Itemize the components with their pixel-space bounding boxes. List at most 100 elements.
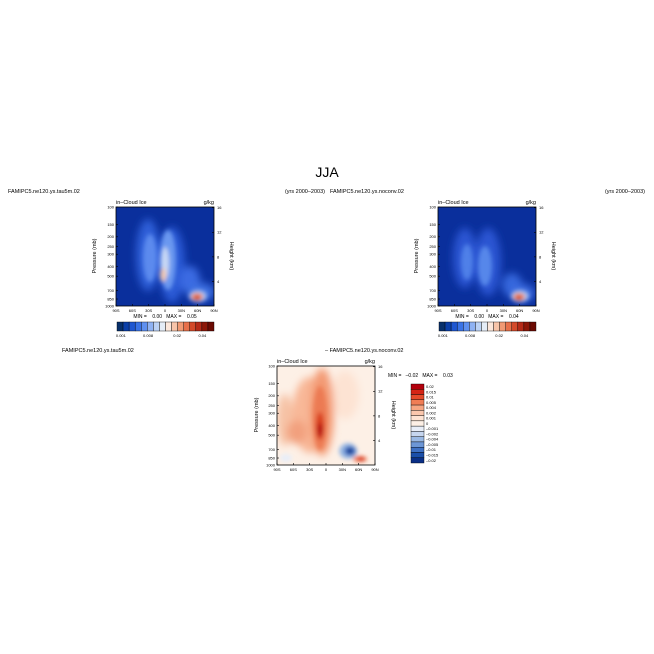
y-tick-label: 850 [429, 296, 436, 301]
y-tick-label: 100 [268, 363, 275, 368]
y-tick-label: 500 [268, 433, 275, 438]
colorbar-label: 0.001 [438, 333, 449, 338]
colorbar-swatch [469, 321, 476, 332]
colorbar-swatch [475, 321, 482, 332]
y-tick-label: 700 [107, 288, 114, 293]
case-label: FAMIPC5.ne120.ys.tau5m.02 [8, 189, 80, 195]
colorbar-swatch [410, 394, 425, 400]
colorbar-label: 0.002 [426, 410, 437, 415]
colorbar-swatch [410, 420, 425, 427]
colorbar-swatch [122, 321, 130, 332]
colorbar-label: 0.001 [116, 333, 127, 338]
colorbar-label: 0.008 [465, 333, 476, 338]
colorbar: 0.001 0.008 0.02 0.04 [438, 321, 537, 338]
units-label: g/kg [204, 200, 214, 206]
y2-axis-label: Height (km) [228, 242, 234, 271]
y-tick-label: 300 [268, 411, 275, 416]
y-tick-label: 200 [268, 393, 275, 398]
colorbar-swatch [189, 321, 197, 332]
plot-field [277, 366, 375, 465]
y2-axis-label: Height (km) [550, 242, 556, 271]
colorbar-swatch [487, 321, 494, 332]
y2-axis-label: Height (km) [390, 401, 396, 430]
y2-tick-label: 16 [217, 205, 222, 210]
x-tick-label: 60N [194, 308, 201, 313]
y-tick-label: 200 [429, 234, 436, 239]
colorbar-swatch [410, 404, 425, 411]
colorbar-label: –0.015 [426, 453, 439, 458]
colorbar-swatch [499, 321, 506, 332]
x-tick-label: 0 [325, 467, 328, 472]
colorbar-swatch [141, 321, 148, 332]
y-tick-label: 400 [107, 264, 114, 269]
colorbar-label: 0.01 [426, 395, 435, 400]
y-tick-label: 1000 [266, 462, 276, 467]
variable-label: in–Cloud Ice [438, 200, 469, 206]
colorbar-label: 0.001 [426, 416, 437, 421]
x-tick-label: 60N [355, 467, 362, 472]
colorbar-swatch [410, 415, 425, 422]
colorbar-swatch [410, 457, 425, 464]
x-tick-label: 0 [486, 308, 489, 313]
y2-tick-label: 8 [539, 254, 542, 259]
colorbar-swatch [410, 441, 425, 448]
y-tick-label: 150 [429, 222, 436, 227]
colorbar-swatch [493, 321, 500, 332]
colorbar-swatch [481, 321, 488, 332]
colorbar-swatch [410, 383, 425, 390]
years-label: (yrs 2000–2003) [285, 189, 325, 195]
colorbar-swatch [177, 321, 184, 332]
figure-title: JJA [315, 164, 339, 180]
y-tick-label: 700 [268, 447, 275, 452]
colorbar-label: –0.004 [426, 437, 439, 442]
y-tick-label: 200 [107, 234, 114, 239]
y-tick-label: 300 [429, 252, 436, 257]
colorbar-label: 0.005 [426, 400, 437, 405]
y-ticks: 100 150 200 250 300 400 500 700 850 1000 [105, 204, 118, 308]
y2-tick-label: 4 [539, 279, 542, 284]
x-ticks: 90S 60S 30S 0 30N 60N 90N [434, 304, 540, 313]
colorbar-swatch [463, 321, 470, 332]
x-tick-label: 30S [306, 467, 313, 472]
colorbar-label: –0.005 [426, 442, 439, 447]
colorbar-label: –0.002 [426, 431, 439, 436]
colorbar-swatch [523, 321, 531, 332]
x-tick-label: 30S [145, 308, 152, 313]
x-tick-label: 90S [434, 308, 441, 313]
y-tick-label: 500 [107, 274, 114, 279]
x-tick-label: 90S [112, 308, 119, 313]
x-tick-label: 60S [129, 308, 136, 313]
y-tick-label: 100 [429, 204, 436, 209]
colorbar: 0.020.0150.010.0050.0040.0020.0010–0.001… [410, 383, 439, 464]
colorbar-swatch [438, 321, 446, 332]
colorbar-label: 0.02 [426, 384, 435, 389]
colorbar-swatch [410, 447, 425, 453]
colorbar-label: 0 [426, 421, 429, 426]
x-tick-label: 0 [164, 308, 167, 313]
y-axis-label: Pressure (mb) [254, 397, 260, 432]
colorbar-swatch [165, 321, 172, 332]
y-tick-label: 250 [107, 244, 114, 249]
colorbar-swatch [410, 452, 425, 458]
y2-tick-label: 12 [378, 389, 383, 394]
colorbar-label: 0.02 [495, 333, 504, 338]
x-tick-label: 90S [273, 467, 280, 472]
x-ticks: 90S 60S 30S 0 30N 60N 90N [273, 463, 379, 472]
colorbar-swatch [195, 321, 203, 332]
plot-field [116, 207, 214, 306]
minmax-text: MIN = 0.00 MAX = 0.05 [133, 314, 197, 320]
colorbar-swatch [410, 436, 425, 443]
colorbar-label: 0.04 [520, 333, 529, 338]
colorbar-swatch [128, 321, 136, 332]
colorbar-swatch [116, 321, 124, 332]
units-label: g/kg [365, 359, 375, 365]
y-tick-label: 850 [268, 455, 275, 460]
panel-diff: FAMIPC5.ne120.ys.tau5m.02 – FAMIPC5.ne12… [62, 348, 453, 472]
colorbar-swatch [207, 321, 215, 332]
y-tick-label: 250 [429, 244, 436, 249]
y2-tick-label: 4 [378, 438, 381, 443]
colorbar-swatch [171, 321, 178, 332]
colorbar-swatch [147, 321, 154, 332]
colorbar-label: 0.015 [426, 389, 437, 394]
